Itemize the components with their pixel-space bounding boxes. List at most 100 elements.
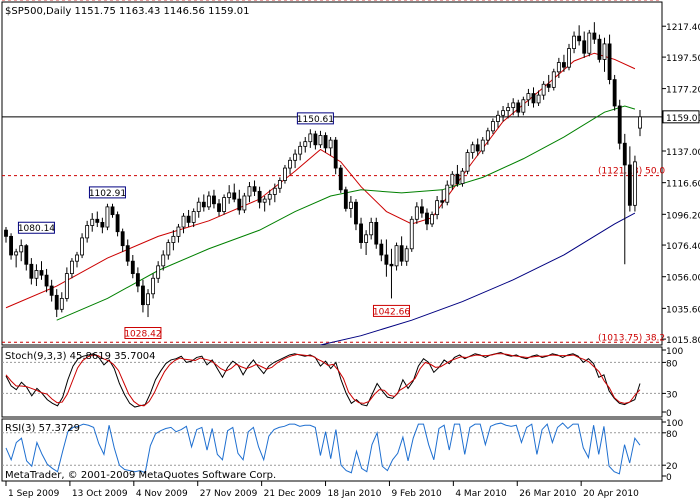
candle-body [161, 254, 166, 267]
candle-body [115, 214, 120, 233]
candle-body [384, 254, 389, 265]
candle-body [64, 273, 69, 299]
price-tick-label: 1197.50 [666, 54, 700, 64]
candle-body [567, 48, 571, 68]
candle-body [333, 139, 338, 169]
candle-body [399, 245, 404, 262]
stoch-tick-label: 80 [666, 359, 678, 369]
rsi-panel-frame [1, 418, 663, 482]
candle-body [455, 173, 460, 184]
current-price-label: 1159.01 [666, 114, 700, 124]
candle-body [480, 139, 485, 152]
rsi-line-rsi3 [5, 422, 641, 475]
candle-body [257, 190, 262, 203]
candle-body [70, 260, 74, 275]
candle-body [4, 229, 8, 237]
candle-body [450, 173, 455, 186]
candle-body [151, 277, 156, 295]
candle-body [460, 170, 465, 184]
candle-body [475, 144, 480, 152]
candle-body [105, 206, 110, 228]
candle-body [19, 245, 24, 253]
candle-body [181, 215, 186, 228]
fib-label: (1013.75) 38.2 [598, 333, 665, 343]
candle-body [277, 180, 282, 189]
candle-body [146, 293, 150, 306]
candle-body [247, 186, 252, 197]
date-tick-label: 4 Mar 2010 [455, 489, 507, 499]
candle-body [627, 164, 632, 206]
candle-body [217, 203, 221, 212]
candle-body [506, 107, 511, 112]
candle-body [125, 245, 130, 262]
rsi-tick-label: 0 [666, 473, 672, 483]
candle-body [59, 298, 64, 310]
candle-body [34, 270, 39, 279]
candle-body [536, 94, 541, 104]
candle-body [44, 274, 49, 287]
price-tick-label: 1076.40 [666, 242, 700, 252]
candle-body [485, 130, 490, 141]
candle-body [191, 211, 196, 223]
moving-average-line [320, 212, 636, 346]
candle-body [465, 152, 470, 172]
candle-body [267, 194, 272, 200]
rsi-title: RSI(3) 57.3729 [5, 423, 80, 434]
price-label: 1150.61 [297, 115, 334, 125]
price-tick-label: 1177.20 [666, 86, 700, 96]
candle-body [323, 135, 328, 149]
candle-body [607, 43, 612, 81]
stoch-tick-label: 100 [666, 347, 683, 357]
price-label: 1102.91 [89, 189, 126, 199]
candle-body [141, 285, 145, 306]
candle-body [551, 71, 556, 88]
candle-body [546, 83, 551, 88]
candle-body [394, 245, 399, 267]
candle-body [597, 38, 602, 60]
candle-body [318, 135, 323, 146]
candle-body [24, 245, 29, 265]
stoch-tick-label: 30 [666, 390, 678, 400]
candle-body [90, 218, 95, 226]
rsi-tick-label: 20 [666, 462, 678, 472]
date-tick-label: 20 Apr 2010 [583, 489, 639, 499]
price-label-box [17, 221, 55, 234]
candle-body [592, 32, 597, 40]
price-label: 1080.14 [18, 224, 55, 234]
candle-body [369, 221, 374, 236]
candle-body [303, 141, 308, 147]
candle-body [572, 35, 576, 49]
current-price-box [662, 110, 700, 124]
candle-body [521, 99, 526, 113]
candle-body [135, 273, 140, 287]
date-tick-label: 18 Jan 2010 [328, 489, 382, 499]
candle-body [252, 186, 257, 192]
price-tick-label: 1035.60 [666, 305, 700, 315]
stoch-tick-label: 0 [666, 409, 672, 419]
candles-layer [4, 22, 642, 318]
date-tick-label: 13 Oct 2009 [72, 489, 128, 499]
candle-body [232, 192, 237, 200]
candle-body [298, 145, 303, 155]
candle-body [293, 153, 298, 161]
candle-body [379, 243, 384, 256]
candle-body [176, 226, 181, 237]
candle-body [227, 192, 232, 198]
date-tick-label: 21 Dec 2009 [264, 489, 322, 499]
candle-body [582, 40, 587, 54]
candle-body [430, 214, 434, 225]
candle-body [374, 221, 379, 245]
candle-body [49, 285, 54, 296]
candle-body [201, 201, 206, 208]
price-tick-label: 1015.80 [666, 336, 700, 346]
candle-body [435, 200, 440, 216]
candle-body [622, 142, 627, 166]
candle-body [556, 62, 561, 73]
price-tick-label: 1116.60 [666, 180, 700, 190]
candle-body [29, 263, 34, 279]
candle-body [75, 254, 79, 262]
candle-body [14, 251, 19, 256]
candle-body [470, 144, 475, 153]
candle-body [419, 206, 424, 214]
